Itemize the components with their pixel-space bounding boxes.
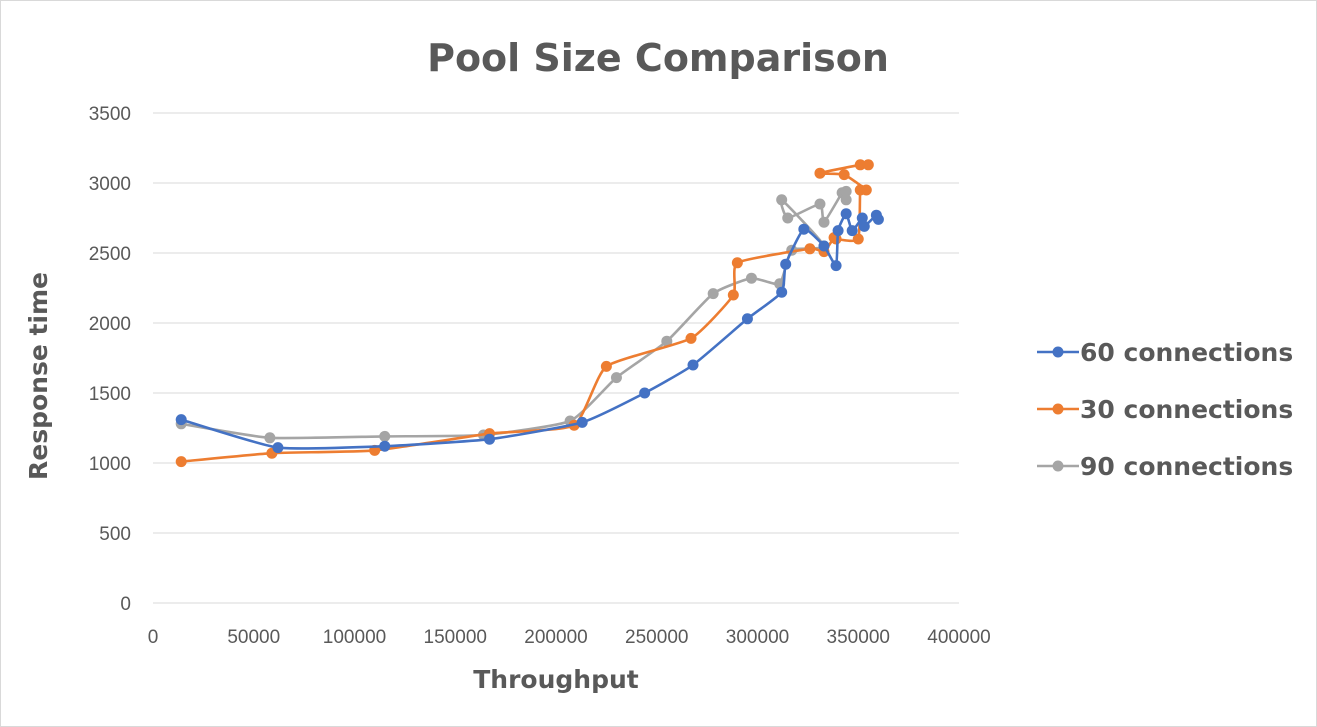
legend-swatch-marker xyxy=(1052,460,1064,472)
data-point-60-connections xyxy=(832,225,844,237)
data-point-30-connections xyxy=(852,233,864,245)
data-point-30-connections xyxy=(854,159,866,171)
y-tick-label: 2500 xyxy=(89,244,131,265)
y-tick-label: 3500 xyxy=(89,104,131,125)
legend-item-30-connections: 30 connections xyxy=(1037,395,1293,424)
y-tick-label: 1500 xyxy=(89,384,131,405)
legend-label: 60 connections xyxy=(1080,338,1293,367)
data-point-30-connections xyxy=(838,169,850,181)
data-point-60-connections xyxy=(830,260,842,272)
x-tick-label: 200000 xyxy=(524,627,587,648)
y-tick-label: 0 xyxy=(120,594,131,615)
legend-label: 30 connections xyxy=(1080,395,1293,424)
data-point-60-connections xyxy=(798,223,810,235)
y-tick-label: 500 xyxy=(99,524,131,545)
data-point-30-connections xyxy=(600,360,612,372)
data-point-60-connections xyxy=(576,416,588,428)
data-point-90-connections xyxy=(661,335,673,347)
data-point-60-connections xyxy=(776,286,788,298)
data-point-60-connections xyxy=(175,414,187,426)
data-point-60-connections xyxy=(379,440,391,452)
y-tick-label: 2000 xyxy=(89,314,131,335)
data-point-60-connections xyxy=(780,258,792,270)
data-point-30-connections xyxy=(860,184,872,196)
data-point-90-connections xyxy=(840,194,852,206)
x-tick-label: 150000 xyxy=(424,627,487,648)
legend-label: 90 connections xyxy=(1080,452,1293,481)
data-point-90-connections xyxy=(264,432,276,444)
data-point-90-connections xyxy=(610,372,622,384)
series-60-connections xyxy=(175,208,884,454)
data-point-60-connections xyxy=(272,442,284,454)
data-point-90-connections xyxy=(818,216,830,228)
data-point-60-connections xyxy=(741,313,753,325)
data-point-30-connections xyxy=(175,456,187,468)
series-90-connections xyxy=(175,185,852,444)
series-30-connections xyxy=(175,159,874,468)
y-axis-title: Response time xyxy=(24,272,53,480)
data-point-90-connections xyxy=(814,198,826,210)
legend-swatch-marker xyxy=(1052,346,1064,358)
y-tick-label: 3000 xyxy=(89,174,131,195)
data-point-30-connections xyxy=(814,167,826,179)
data-point-60-connections xyxy=(639,387,651,399)
x-tick-label: 300000 xyxy=(726,627,789,648)
x-tick-label: 400000 xyxy=(927,627,990,648)
data-point-60-connections xyxy=(856,212,868,224)
data-point-30-connections xyxy=(685,332,697,344)
data-point-90-connections xyxy=(379,430,391,442)
data-point-30-connections xyxy=(804,243,816,255)
legend: 60 connections 30 connections 90 connectio… xyxy=(1037,338,1293,481)
data-point-60-connections xyxy=(858,220,870,232)
legend-swatch-marker xyxy=(1052,403,1064,415)
y-tick-label: 1000 xyxy=(89,454,131,475)
data-point-90-connections xyxy=(745,272,757,284)
x-tick-label: 350000 xyxy=(827,627,890,648)
chart-title: Pool Size Comparison xyxy=(427,36,889,80)
data-point-90-connections xyxy=(840,185,852,197)
x-tick-label: 250000 xyxy=(625,627,688,648)
x-tick-label: 100000 xyxy=(323,627,386,648)
data-point-90-connections xyxy=(776,194,788,206)
data-point-30-connections xyxy=(731,257,743,269)
legend-item-60-connections: 60 connections xyxy=(1037,338,1293,367)
data-point-60-connections xyxy=(846,225,858,237)
data-point-30-connections xyxy=(727,289,739,301)
x-tick-label: 0 xyxy=(148,627,159,648)
data-point-60-connections xyxy=(872,213,884,225)
data-point-90-connections xyxy=(782,212,794,224)
series-layer xyxy=(175,159,884,468)
data-point-30-connections xyxy=(862,159,874,171)
gridlines xyxy=(153,112,959,534)
data-point-60-connections xyxy=(840,208,852,220)
data-point-90-connections xyxy=(707,288,719,300)
axes: 0 500 1000 1500 2000 2500 3000 3500 0 50000 100000… xyxy=(89,104,991,648)
x-axis-title: Throughput xyxy=(473,665,639,694)
data-point-60-connections xyxy=(687,359,699,371)
series-line-30-connections xyxy=(179,163,870,463)
legend-item-90-connections: 90 connections xyxy=(1037,452,1293,481)
x-tick-label: 50000 xyxy=(227,627,280,648)
data-point-60-connections xyxy=(484,433,496,445)
data-point-60-connections xyxy=(818,240,830,252)
series-line-60-connections xyxy=(179,212,880,450)
